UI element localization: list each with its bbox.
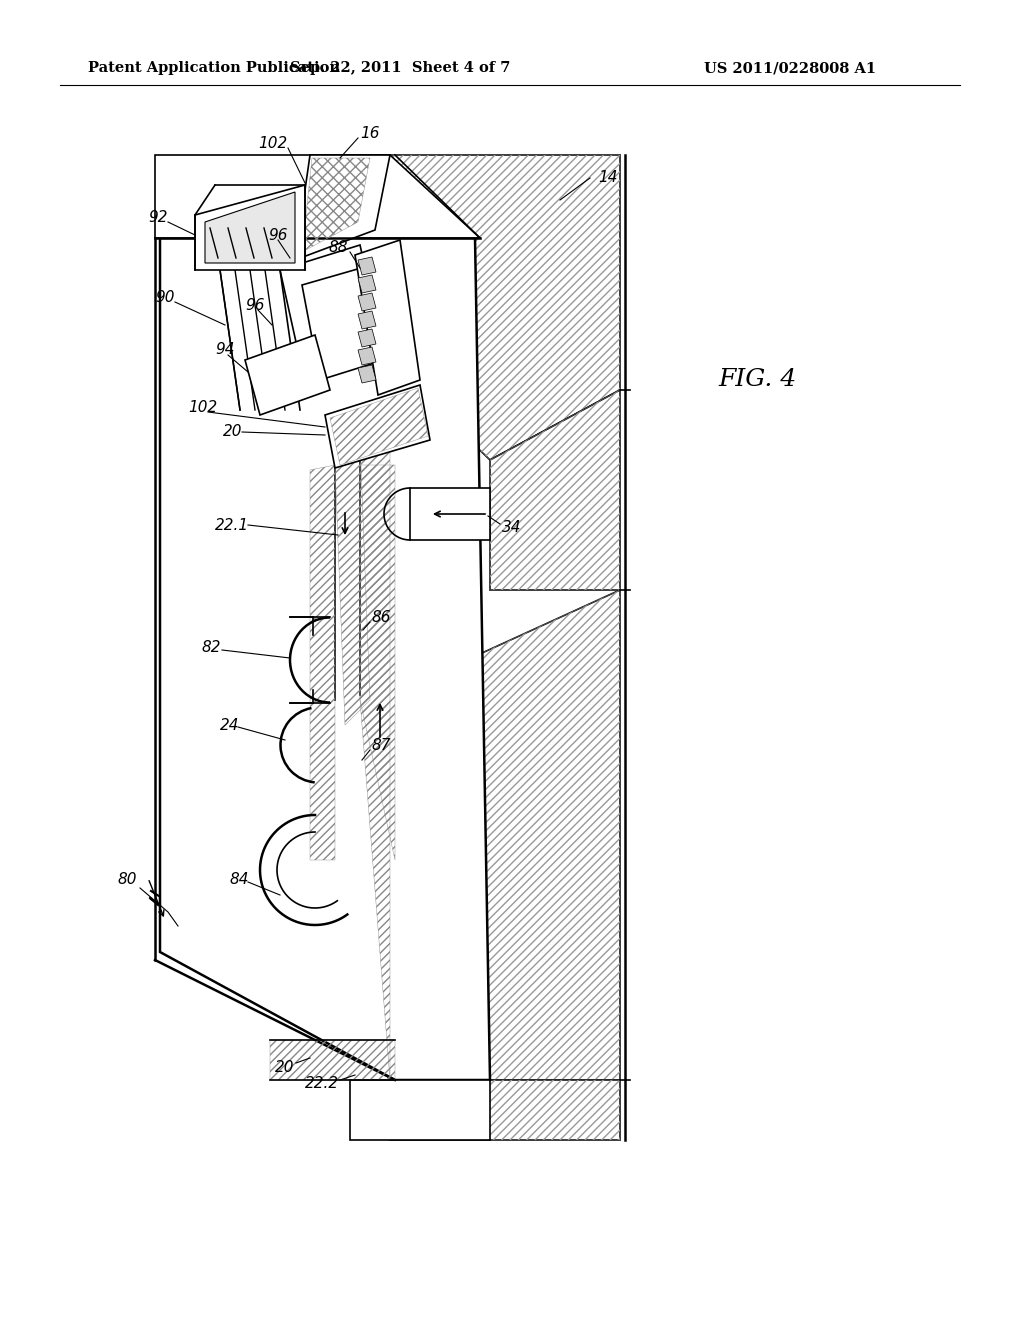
- Text: 20: 20: [223, 425, 243, 440]
- Polygon shape: [195, 185, 305, 271]
- Text: 87: 87: [372, 738, 391, 752]
- Polygon shape: [390, 590, 620, 1080]
- Text: 90: 90: [155, 290, 174, 305]
- Polygon shape: [295, 154, 390, 260]
- Text: FIG. 4: FIG. 4: [718, 368, 797, 392]
- Polygon shape: [390, 1080, 620, 1140]
- Polygon shape: [358, 347, 376, 366]
- Text: 14: 14: [598, 170, 617, 186]
- Text: 20: 20: [275, 1060, 295, 1074]
- Text: 86: 86: [372, 610, 391, 626]
- Polygon shape: [358, 366, 376, 383]
- Text: 22.1: 22.1: [215, 517, 249, 532]
- Polygon shape: [358, 293, 376, 312]
- Polygon shape: [358, 275, 376, 293]
- Polygon shape: [355, 240, 420, 395]
- Text: 92: 92: [148, 210, 168, 226]
- Polygon shape: [358, 329, 376, 347]
- Text: 34: 34: [502, 520, 521, 536]
- Polygon shape: [350, 1080, 490, 1140]
- Polygon shape: [280, 246, 380, 360]
- Text: 24: 24: [220, 718, 240, 733]
- Polygon shape: [358, 257, 376, 275]
- Text: 22.2: 22.2: [305, 1076, 339, 1090]
- Polygon shape: [358, 312, 376, 329]
- Text: Patent Application Publication: Patent Application Publication: [88, 61, 340, 75]
- Text: 16: 16: [360, 125, 380, 140]
- Polygon shape: [302, 261, 400, 380]
- Text: 84: 84: [230, 873, 250, 887]
- Text: US 2011/0228008 A1: US 2011/0228008 A1: [703, 61, 877, 75]
- Polygon shape: [205, 191, 295, 263]
- Text: 96: 96: [245, 297, 264, 313]
- Text: 80: 80: [118, 873, 137, 887]
- Polygon shape: [310, 154, 620, 459]
- Polygon shape: [325, 385, 430, 469]
- Text: 94: 94: [215, 342, 234, 358]
- Text: 88: 88: [329, 240, 348, 256]
- Text: 96: 96: [268, 227, 288, 243]
- Text: Sep. 22, 2011  Sheet 4 of 7: Sep. 22, 2011 Sheet 4 of 7: [290, 61, 510, 75]
- Text: 102: 102: [188, 400, 217, 416]
- Text: 102: 102: [258, 136, 288, 150]
- Polygon shape: [490, 389, 620, 590]
- Polygon shape: [160, 238, 490, 1080]
- Polygon shape: [410, 488, 490, 540]
- Text: 82: 82: [202, 640, 221, 656]
- Polygon shape: [245, 335, 330, 414]
- Polygon shape: [155, 154, 480, 238]
